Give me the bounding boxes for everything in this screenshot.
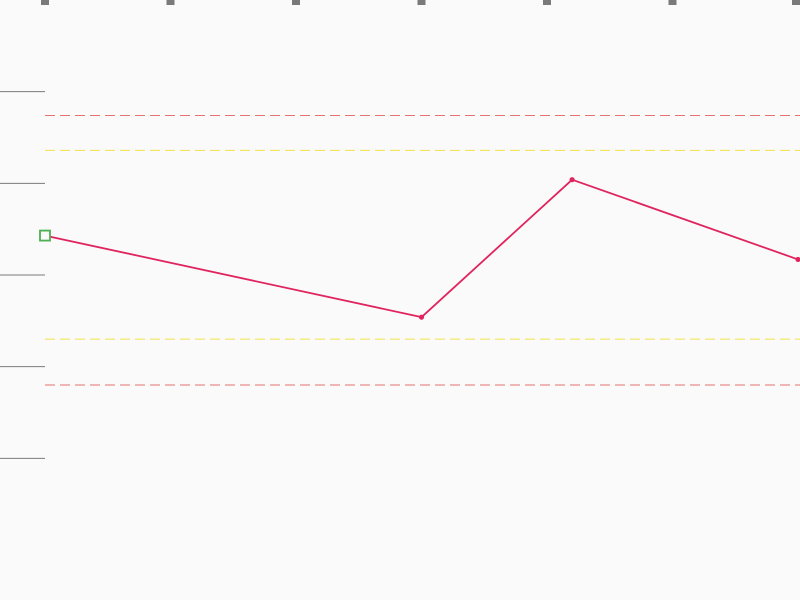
x-tick-mark-1: [41, 0, 49, 5]
reference-lines: [45, 115, 800, 386]
x-tick-mark-3: [292, 0, 300, 5]
x-tick-mark-5: [543, 0, 551, 5]
data-point-3: [569, 177, 575, 183]
x-tick-mark-4: [417, 0, 426, 5]
y-axis-ticks: [0, 91, 45, 459]
series-group: [39, 177, 800, 320]
data-point-1: [39, 229, 51, 242]
x-axis-ticks: [41, 0, 800, 5]
x-tick-mark-7: [792, 0, 800, 5]
x-tick-mark-2: [166, 0, 175, 5]
data-point-2: [418, 314, 425, 320]
series-line-1: [44, 178, 799, 319]
data-point-4: [795, 256, 800, 263]
x-tick-mark-6: [668, 0, 677, 5]
